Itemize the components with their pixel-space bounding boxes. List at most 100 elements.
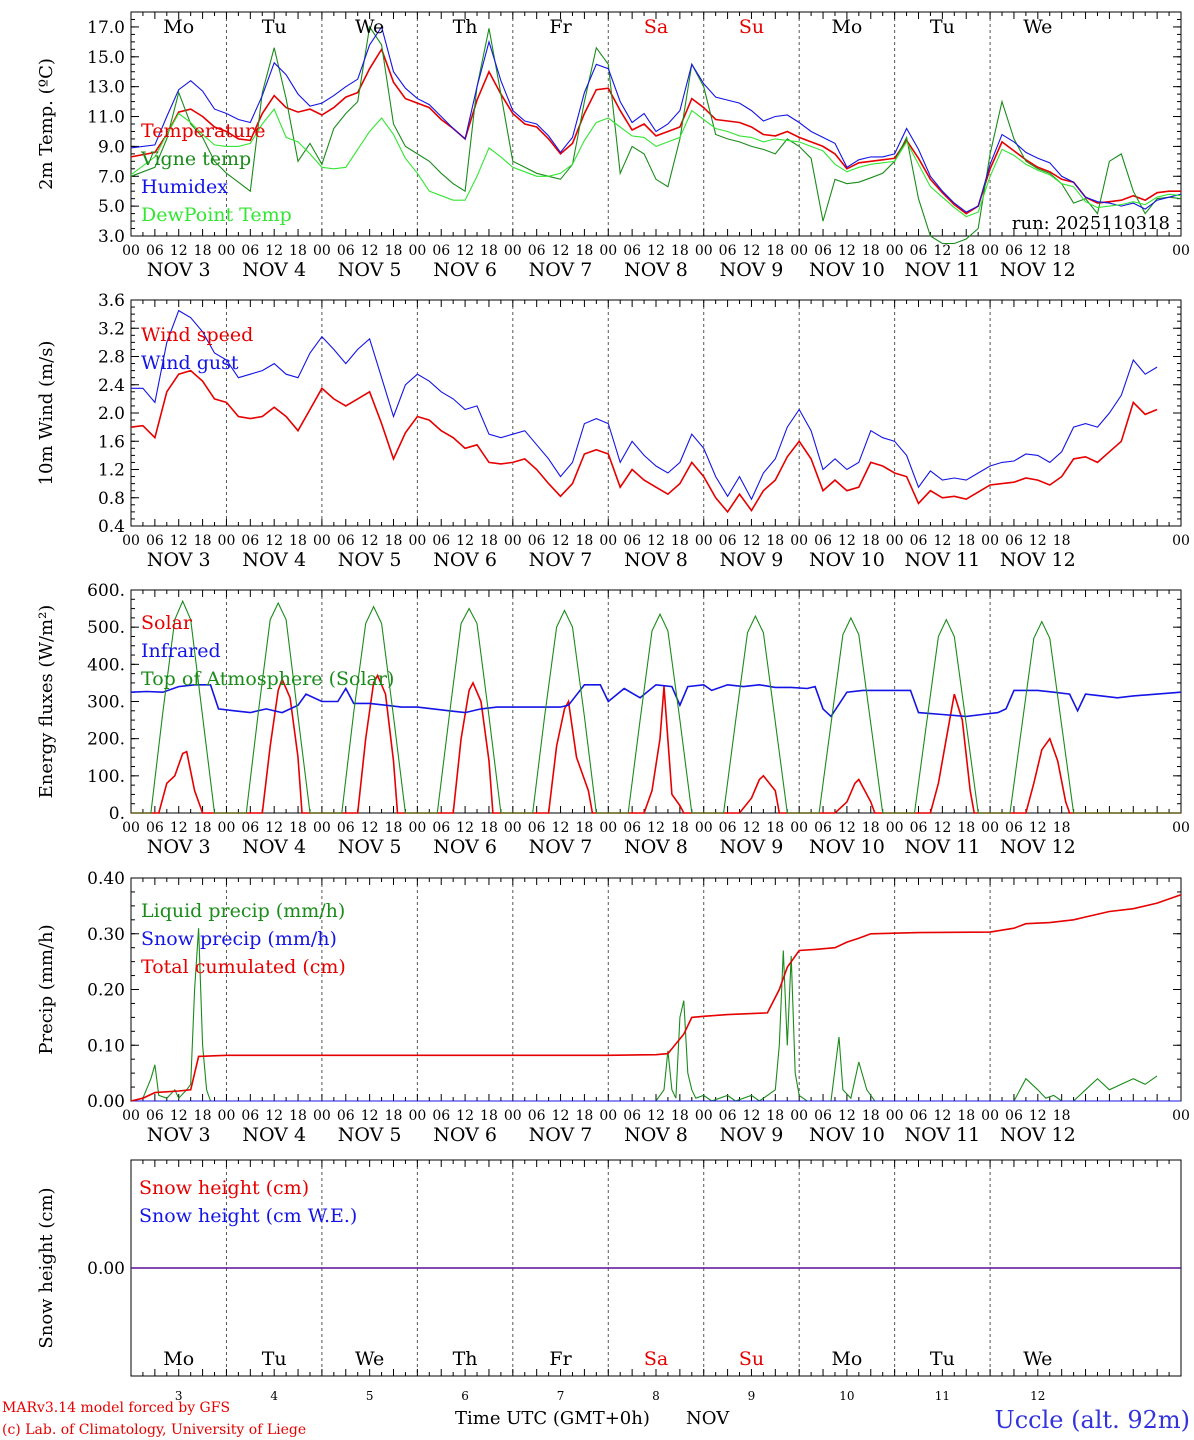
hour-tick-label: 00 <box>599 243 617 259</box>
date-label: NOV 6 <box>433 549 497 571</box>
hour-tick-label: 12 <box>170 533 188 549</box>
hour-tick-label: 00 <box>790 820 808 836</box>
panel-5: 0.00 Snow height (cm) Snow height (cm) Snow… <box>36 1159 1182 1403</box>
hour-tick-label: 00 <box>504 533 522 549</box>
hour-tick-label: 18 <box>289 533 307 549</box>
day-name-label: Mo <box>831 16 862 38</box>
y-tick-label: 0.4 <box>98 517 125 537</box>
hour-tick-label: 12 <box>1029 533 1047 549</box>
date-label: NOV 7 <box>529 549 593 571</box>
hour-tick-label: 12 <box>647 820 665 836</box>
hour-tick-label: 06 <box>528 820 546 836</box>
hour-tick-label: 06 <box>814 1108 832 1124</box>
day-name-label: Fr <box>549 1348 572 1370</box>
hour-tick-label: 06 <box>623 1108 641 1124</box>
day-name-label: We <box>355 16 384 38</box>
hour-tick-label: 12 <box>456 820 474 836</box>
hour-tick-label: 12 <box>170 820 188 836</box>
date-label: NOV 7 <box>529 1124 593 1146</box>
day-number-label: 10 <box>839 1389 854 1403</box>
hour-tick-label: 18 <box>1053 243 1071 259</box>
date-label: NOV 9 <box>720 259 784 281</box>
y-tick-label: 2.8 <box>98 348 125 368</box>
hour-tick-label: 18 <box>766 533 784 549</box>
hour-tick-label: 12 <box>361 533 379 549</box>
day-name-label: Tu <box>262 1348 287 1370</box>
y-tick-label: 0.00 <box>87 1092 125 1112</box>
hour-tick-label: 12 <box>170 243 188 259</box>
hour-tick-label: 00 <box>122 820 140 836</box>
day-name-label: Su <box>739 1348 764 1370</box>
hour-tick-label: 18 <box>766 820 784 836</box>
hour-tick-label: 06 <box>337 1108 355 1124</box>
date-label: NOV 7 <box>529 836 593 858</box>
y-tick-label: 1.6 <box>98 432 125 452</box>
y-tick-label: 300. <box>87 693 125 713</box>
day-name-label: We <box>355 1348 384 1370</box>
day-name-label: Mo <box>163 16 194 38</box>
hour-tick-label: 18 <box>862 243 880 259</box>
hour-tick-label: 18 <box>480 1108 498 1124</box>
hour-tick-label: 18 <box>862 1108 880 1124</box>
day-name-label: Mo <box>831 1348 862 1370</box>
hour-tick-label: 12 <box>838 243 856 259</box>
hour-tick-label: 18 <box>575 243 593 259</box>
legend-entry: Humidex <box>141 176 228 198</box>
hour-tick-label: 12 <box>265 533 283 549</box>
hour-tick-label: 00 <box>122 243 140 259</box>
hour-tick-label: 18 <box>385 243 403 259</box>
station-label: Uccle (alt. 92m) <box>994 1406 1190 1434</box>
hour-tick-label: 06 <box>623 820 641 836</box>
hour-tick-label: 00 <box>695 533 713 549</box>
hour-tick-label: 18 <box>480 533 498 549</box>
hour-tick-label: 18 <box>671 243 689 259</box>
hour-tick-label: 12 <box>456 243 474 259</box>
hour-tick-label: 06 <box>814 533 832 549</box>
y-tick-label: 100. <box>87 767 125 787</box>
hour-tick-label: 18 <box>289 1108 307 1124</box>
y-tick-label: 500. <box>87 618 125 638</box>
hour-tick-label: 00 <box>408 820 426 836</box>
hour-tick-label: 00 <box>790 533 808 549</box>
date-label: NOV 11 <box>904 259 980 281</box>
hour-tick-label: 00 <box>695 1108 713 1124</box>
legend-entry: Top of Atmosphere (Solar) <box>141 668 394 690</box>
y-tick-label: 0.40 <box>87 869 125 889</box>
hour-tick-label: 00 <box>313 1108 331 1124</box>
hour-tick-label: 00 <box>790 243 808 259</box>
hour-tick-label: 18 <box>766 1108 784 1124</box>
hour-tick-label: 12 <box>838 820 856 836</box>
day-name-label: Su <box>739 16 764 38</box>
footer-credit: (c) Lab. of Climatology, University of L… <box>2 1422 306 1438</box>
hour-tick-label: 18 <box>194 820 212 836</box>
day-name-label: Mo <box>163 1348 194 1370</box>
day-number-label: 8 <box>652 1389 660 1403</box>
hour-tick-label: 06 <box>910 1108 928 1124</box>
hour-tick-label: 18 <box>671 1108 689 1124</box>
hour-tick-label: 18 <box>671 533 689 549</box>
legend-entry: Infrared <box>141 640 221 662</box>
day-number-label: 9 <box>748 1389 756 1403</box>
date-label: NOV 10 <box>809 836 885 858</box>
date-label: NOV 5 <box>338 1124 402 1146</box>
hour-tick-label: 12 <box>743 1108 761 1124</box>
plot-frame <box>130 299 1182 527</box>
hour-tick-label: 18 <box>385 820 403 836</box>
date-label: NOV 10 <box>809 259 885 281</box>
hour-tick-label: 12 <box>647 243 665 259</box>
y-tick-label: 5.0 <box>98 197 125 217</box>
hour-tick-label: 00 <box>790 1108 808 1124</box>
day-name-label: Tu <box>262 16 287 38</box>
hour-tick-label: 06 <box>719 533 737 549</box>
hour-tick-label: 00 <box>1172 243 1190 259</box>
hour-tick-label: 06 <box>241 243 259 259</box>
date-label: NOV 10 <box>809 549 885 571</box>
date-label: NOV 4 <box>242 259 306 281</box>
y-axis-label: Energy fluxes (W/m²) <box>36 605 57 799</box>
hour-tick-label: 06 <box>146 1108 164 1124</box>
date-label: NOV 3 <box>147 1124 211 1146</box>
series-line-wind-gust <box>131 309 1158 501</box>
y-tick-label: 0. <box>109 804 125 824</box>
hour-tick-label: 12 <box>552 243 570 259</box>
